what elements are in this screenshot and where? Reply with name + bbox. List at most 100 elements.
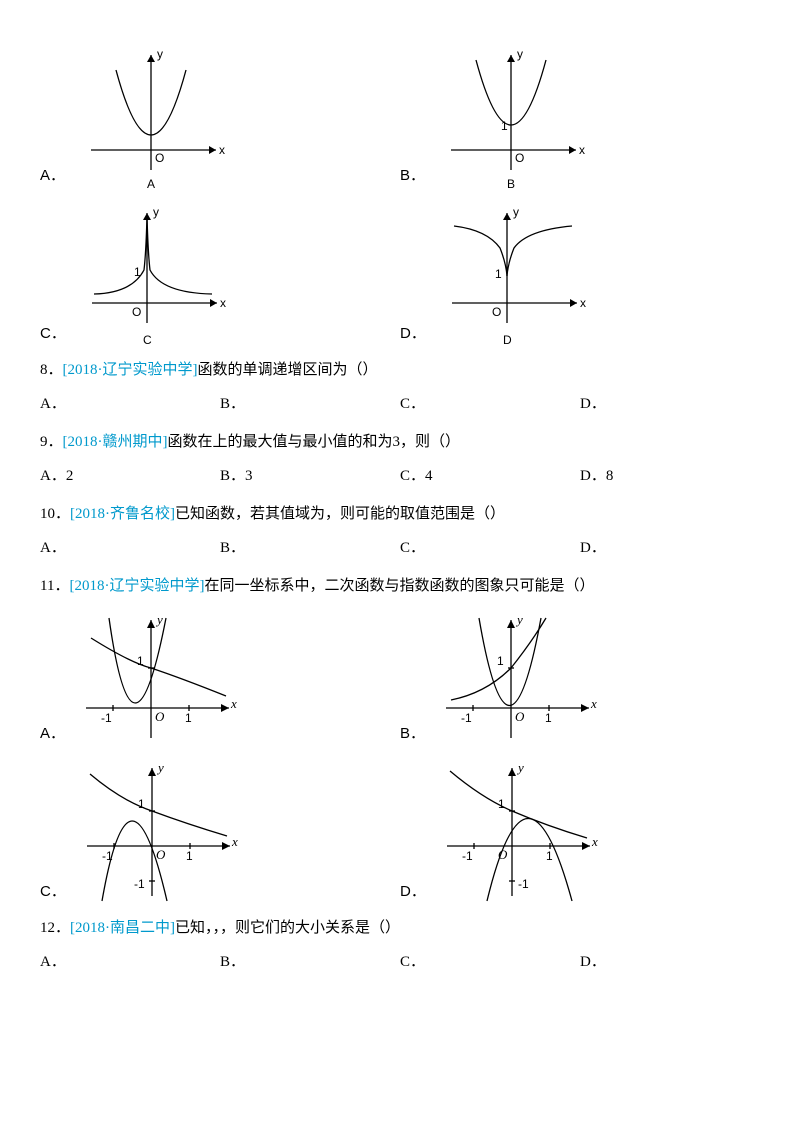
svg-text:x: x (590, 696, 597, 711)
q9-options: A．2 B．3 C．4 D．8 (40, 464, 760, 488)
q10-stem: 已知函数，若其值域为，则可能的取值范围是（） (175, 506, 505, 522)
svg-text:O: O (515, 709, 525, 724)
q9-opt-a[interactable]: A．2 (40, 464, 220, 488)
q7-graph-d: 1 O x y D (432, 198, 592, 348)
question-8: 8．[2018·辽宁实验中学]函数的单调递增区间为（） (40, 358, 760, 382)
svg-text:y: y (156, 760, 164, 775)
q9-opt-b[interactable]: B．3 (220, 464, 400, 488)
q10-options: A． B． C． D． (40, 536, 760, 560)
svg-text:O: O (156, 847, 166, 862)
svg-text:O: O (498, 847, 508, 862)
svg-text:y: y (516, 760, 524, 775)
q10-opt-a[interactable]: A． (40, 536, 220, 560)
q11-graph-b: x y O 1 -1 1 (431, 608, 601, 748)
question-11: 11．[2018·辽宁实验中学]在同一坐标系中，二次函数与指数函数的图象只可能是… (40, 574, 760, 598)
q11-graph-c: x y O 1 -1 -1 1 (72, 756, 242, 906)
svg-text:y: y (515, 612, 523, 627)
q10-opt-d[interactable]: D． (580, 536, 760, 560)
q7-opt-a-letter: A． (40, 164, 65, 190)
q7-opt-d-letter: D． (400, 322, 426, 348)
svg-text:1: 1 (497, 654, 504, 668)
svg-text:O: O (515, 151, 524, 165)
q7-graphs-row1: A． O x y A B． 1 O x y B (40, 40, 760, 190)
q11-opt-c-letter: C． (40, 880, 66, 906)
question-9: 9．[2018·赣州期中]函数在上的最大值与最小值的和为3，则（） (40, 430, 760, 454)
q9-source: [2018·赣州期中] (63, 434, 168, 450)
svg-text:-1: -1 (134, 877, 145, 891)
svg-text:-1: -1 (518, 877, 529, 891)
svg-text:O: O (132, 305, 141, 319)
q11-opt-b-letter: B． (400, 722, 425, 748)
svg-text:1: 1 (495, 267, 502, 281)
q7-opt-b-letter: B． (400, 164, 425, 190)
q11-graphs-row2: C． x y O 1 -1 -1 1 D． (40, 756, 760, 906)
q9-opt-d[interactable]: D．8 (580, 464, 760, 488)
q8-options: A． B． C． D． (40, 392, 760, 416)
q11-opt-d-letter: D． (400, 880, 426, 906)
svg-text:y: y (517, 47, 523, 61)
svg-text:1: 1 (186, 849, 193, 863)
q12-opt-a[interactable]: A． (40, 950, 220, 974)
q8-opt-c[interactable]: C． (400, 392, 580, 416)
svg-text:1: 1 (498, 797, 505, 811)
svg-text:-1: -1 (461, 711, 472, 725)
svg-text:x: x (580, 296, 586, 310)
q11-source: [2018·辽宁实验中学] (69, 578, 204, 594)
q12-stem: 已知，，，则它们的大小关系是（） (175, 920, 400, 936)
q10-num: 10． (40, 506, 70, 522)
q12-source: [2018·南昌二中] (70, 920, 175, 936)
svg-text:y: y (153, 205, 159, 219)
svg-text:x: x (231, 834, 238, 849)
svg-text:y: y (155, 612, 163, 627)
svg-text:1: 1 (137, 654, 144, 668)
q8-stem: 函数的单调递增区间为（） (198, 362, 378, 378)
q9-stem: 函数在上的最大值与最小值的和为3，则（） (168, 434, 461, 450)
svg-text:x: x (579, 143, 585, 157)
q10-opt-b[interactable]: B． (220, 536, 400, 560)
q7-cap-a: A (147, 177, 155, 190)
q12-opt-c[interactable]: C． (400, 950, 580, 974)
q10-opt-c[interactable]: C． (400, 536, 580, 560)
svg-text:1: 1 (185, 711, 192, 725)
question-10: 10．[2018·齐鲁名校]已知函数，若其值域为，则可能的取值范围是（） (40, 502, 760, 526)
x-label: x (219, 143, 225, 157)
q10-source: [2018·齐鲁名校] (70, 506, 175, 522)
q11-stem: 在同一坐标系中，二次函数与指数函数的图象只可能是（） (204, 578, 594, 594)
q12-options: A． B． C． D． (40, 950, 760, 974)
svg-text:x: x (220, 296, 226, 310)
y-label: y (157, 47, 163, 61)
q7-graph-a: O x y A (71, 40, 231, 190)
svg-text:-1: -1 (101, 711, 112, 725)
q11-graph-a: x y O 1 -1 1 (71, 608, 241, 748)
q12-opt-d[interactable]: D． (580, 950, 760, 974)
q7-graph-b: 1 O x y B (431, 40, 591, 190)
q11-opt-a-letter: A． (40, 722, 65, 748)
one-label: 1 (501, 119, 508, 133)
q12-opt-b[interactable]: B． (220, 950, 400, 974)
svg-text:O: O (155, 709, 165, 724)
q12-num: 12． (40, 920, 70, 936)
q7-graphs-row2: C． 1 O x y C D． 1 O x y D (40, 198, 760, 348)
q11-graphs-row1: A． x y O 1 -1 1 B． (40, 608, 760, 748)
q9-opt-c[interactable]: C．4 (400, 464, 580, 488)
svg-text:1: 1 (546, 849, 553, 863)
q8-opt-a[interactable]: A． (40, 392, 220, 416)
svg-text:1: 1 (138, 797, 145, 811)
q9-num: 9． (40, 434, 63, 450)
svg-text:y: y (513, 205, 519, 219)
svg-text:-1: -1 (462, 849, 473, 863)
q11-num: 11． (40, 578, 69, 594)
q7-graph-c: 1 O x y C (72, 198, 232, 348)
q7-cap-c: C (143, 333, 152, 347)
q8-opt-b[interactable]: B． (220, 392, 400, 416)
svg-text:1: 1 (545, 711, 552, 725)
svg-text:O: O (492, 305, 501, 319)
question-12: 12．[2018·南昌二中]已知，，，则它们的大小关系是（） (40, 916, 760, 940)
svg-text:x: x (591, 834, 598, 849)
q7-opt-c-letter: C． (40, 322, 66, 348)
svg-text:-1: -1 (102, 849, 113, 863)
q8-opt-d[interactable]: D． (580, 392, 760, 416)
q7-cap-b: B (507, 177, 515, 190)
q7-cap-d: D (503, 333, 512, 347)
svg-text:x: x (230, 696, 237, 711)
